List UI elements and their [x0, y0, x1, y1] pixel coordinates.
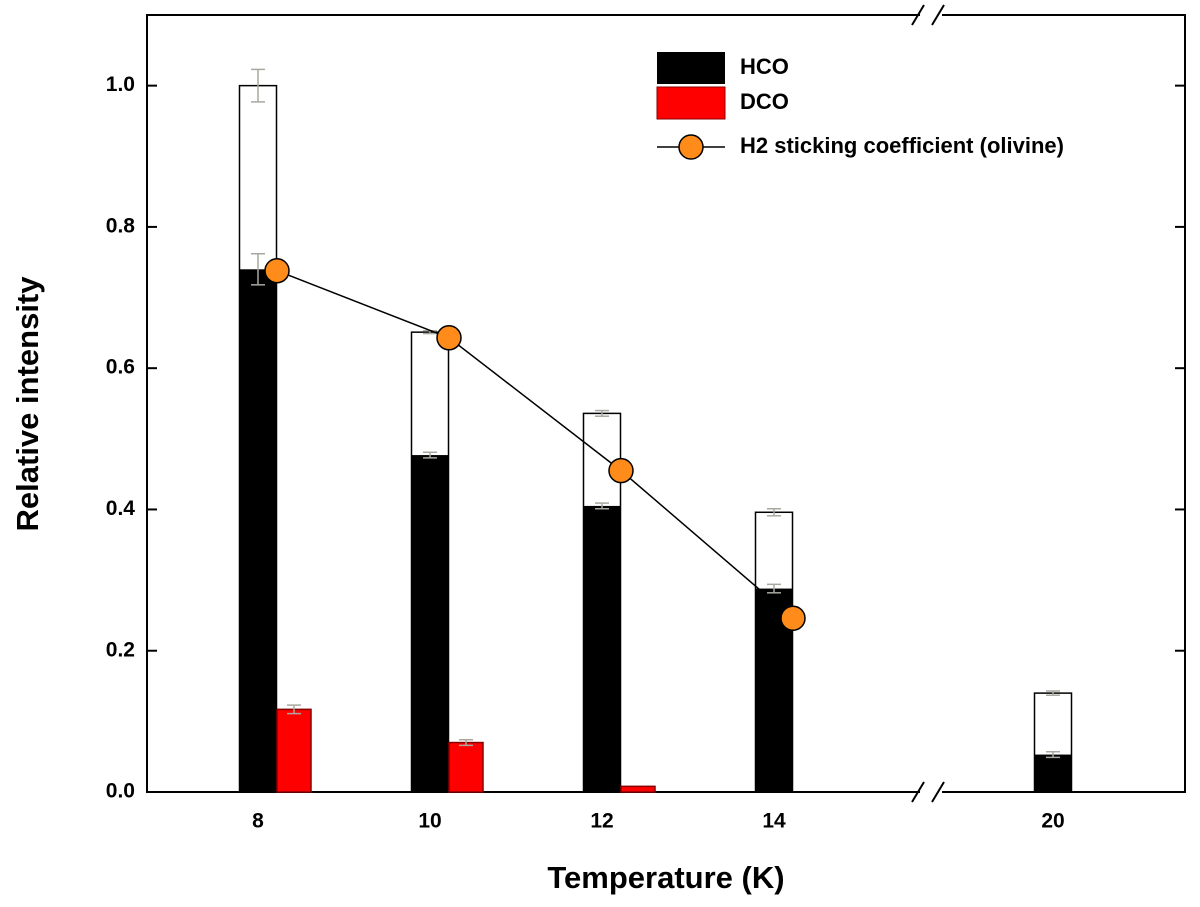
point [780, 605, 806, 631]
x-tick-label: 8 [252, 810, 264, 833]
line [276, 270, 794, 619]
y-tick-label: 0.8 [106, 214, 136, 237]
x-tick-label: 14 [762, 810, 786, 833]
y-tick-label: 0.4 [106, 497, 136, 520]
bar [1034, 754, 1072, 792]
x-tick-label: 12 [590, 810, 613, 833]
bar [411, 455, 449, 792]
x-axis-title: Temperature (K) [547, 860, 784, 895]
axis-break [911, 4, 945, 803]
point [436, 325, 462, 351]
axis-break-gap [920, 782, 942, 802]
legend-label: HCO [740, 54, 789, 79]
plot-frame [146, 14, 1186, 793]
legend-label: H2 sticking coefficient (olivine) [740, 133, 1064, 158]
legend-swatch [656, 86, 726, 120]
legend-swatch [657, 52, 725, 84]
y-axis-title: Relative intensity [10, 276, 45, 532]
point [608, 457, 634, 484]
bar [448, 741, 484, 793]
x-tick-label: 10 [418, 810, 441, 833]
bar [620, 785, 656, 793]
bar [276, 708, 312, 793]
y-tick-label: 0.2 [106, 638, 135, 661]
y-tick-label: 0.6 [106, 356, 135, 379]
legend-marker [678, 134, 704, 160]
y-tick-label: 0.0 [106, 780, 135, 803]
bar [239, 269, 277, 793]
legend-label: DCO [740, 89, 789, 114]
y-tick-label: 1.0 [106, 73, 135, 96]
axis-break-gap [920, 5, 942, 25]
bar [583, 505, 621, 792]
point [264, 257, 290, 284]
x-tick-label: 20 [1041, 810, 1064, 833]
